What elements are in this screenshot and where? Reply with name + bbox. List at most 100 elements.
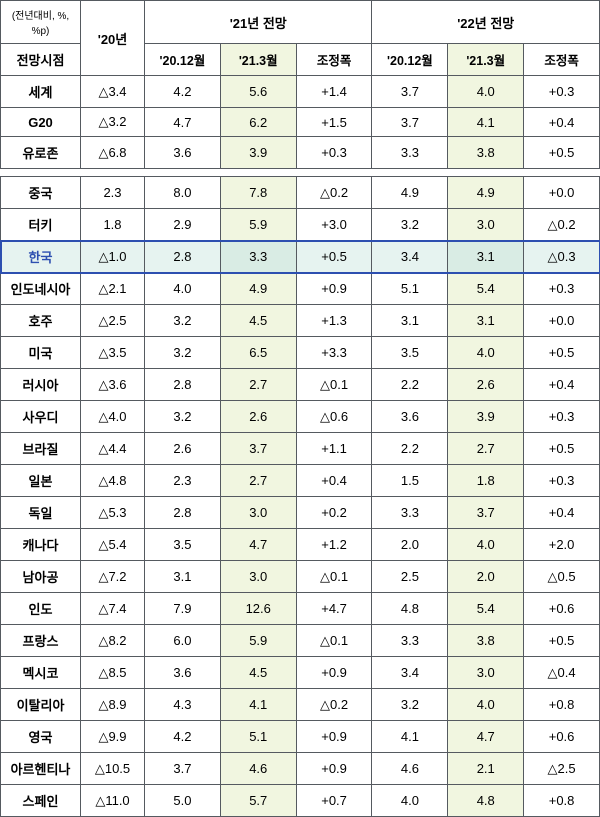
cell-21-dec: 4.2 — [145, 76, 221, 108]
cell-21-mar: 4.7 — [220, 529, 296, 561]
cell-22-adj: △0.4 — [524, 657, 600, 689]
cell-21-dec: 7.9 — [145, 593, 221, 625]
cell-21-dec: 2.8 — [145, 369, 221, 401]
cell-y20: △8.9 — [81, 689, 145, 721]
cell-22-mar: 2.1 — [448, 753, 524, 785]
table-row: 남아공△7.23.13.0△0.12.52.0△0.5 — [1, 561, 600, 593]
cell-22-mar: 4.0 — [448, 529, 524, 561]
cell-21-mar: 2.6 — [220, 401, 296, 433]
cell-22-dec: 3.7 — [372, 76, 448, 108]
cell-21-mar: 5.7 — [220, 785, 296, 817]
cell-22-adj: +0.3 — [524, 76, 600, 108]
table-row: 한국△1.02.83.3+0.53.43.1△0.3 — [1, 241, 600, 273]
cell-y20: △4.4 — [81, 433, 145, 465]
cell-22-adj: +0.6 — [524, 593, 600, 625]
cell-y20: △10.5 — [81, 753, 145, 785]
row-label: 영국 — [1, 721, 81, 753]
table-row: 브라질△4.42.63.7+1.12.22.7+0.5 — [1, 433, 600, 465]
cell-y20: △11.0 — [81, 785, 145, 817]
cell-22-dec: 3.2 — [372, 689, 448, 721]
cell-22-dec: 4.0 — [372, 785, 448, 817]
cell-21-adj: +0.7 — [296, 785, 372, 817]
cell-21-adj: +1.5 — [296, 108, 372, 137]
spacer-cell — [1, 169, 600, 177]
cell-y20: △2.5 — [81, 305, 145, 337]
cell-22-mar: 2.6 — [448, 369, 524, 401]
cell-21-mar: 3.3 — [220, 241, 296, 273]
cell-22-dec: 5.1 — [372, 273, 448, 305]
cell-21-mar: 5.1 — [220, 721, 296, 753]
row-label: 멕시코 — [1, 657, 81, 689]
cell-21-adj: △0.6 — [296, 401, 372, 433]
table-row: 일본△4.82.32.7+0.41.51.8+0.3 — [1, 465, 600, 497]
cell-22-dec: 4.8 — [372, 593, 448, 625]
cell-y20: △5.4 — [81, 529, 145, 561]
cell-y20: △3.4 — [81, 76, 145, 108]
row-label: 아르헨티나 — [1, 753, 81, 785]
cell-21-dec: 8.0 — [145, 177, 221, 209]
cell-21-adj: +0.4 — [296, 465, 372, 497]
cell-22-adj: +0.6 — [524, 721, 600, 753]
cell-22-dec: 3.4 — [372, 241, 448, 273]
cell-22-mar: 4.7 — [448, 721, 524, 753]
cell-21-adj: +0.2 — [296, 497, 372, 529]
cell-21-adj: △0.1 — [296, 561, 372, 593]
table-row: 인도네시아△2.14.04.9+0.95.15.4+0.3 — [1, 273, 600, 305]
cell-22-dec: 3.1 — [372, 305, 448, 337]
cell-21-dec: 3.2 — [145, 337, 221, 369]
cell-22-dec: 4.9 — [372, 177, 448, 209]
sub-mar21-b: '21.3월 — [448, 44, 524, 76]
row-label: 유로존 — [1, 137, 81, 169]
cell-21-mar: 6.2 — [220, 108, 296, 137]
cell-21-adj: +0.9 — [296, 753, 372, 785]
cell-21-dec: 4.2 — [145, 721, 221, 753]
table-row: 영국△9.94.25.1+0.94.14.7+0.6 — [1, 721, 600, 753]
cell-21-adj: △0.1 — [296, 625, 372, 657]
cell-22-adj: △2.5 — [524, 753, 600, 785]
cell-21-mar: 6.5 — [220, 337, 296, 369]
cell-22-adj: +0.8 — [524, 689, 600, 721]
table-row: 아르헨티나△10.53.74.6+0.94.62.1△2.5 — [1, 753, 600, 785]
cell-y20: △2.1 — [81, 273, 145, 305]
cell-22-adj: +0.5 — [524, 625, 600, 657]
col-group-21: '21년 전망 — [145, 1, 372, 44]
row-label: 러시아 — [1, 369, 81, 401]
cell-22-dec: 3.3 — [372, 625, 448, 657]
cell-21-dec: 2.6 — [145, 433, 221, 465]
col-group-22: '22년 전망 — [372, 1, 600, 44]
cell-21-adj: △0.1 — [296, 369, 372, 401]
cell-22-adj: +0.5 — [524, 337, 600, 369]
table-row: 러시아△3.62.82.7△0.12.22.6+0.4 — [1, 369, 600, 401]
cell-21-mar: 12.6 — [220, 593, 296, 625]
table-row: 유로존△6.83.63.9+0.33.33.8+0.5 — [1, 137, 600, 169]
cell-21-adj: +0.9 — [296, 657, 372, 689]
cell-21-dec: 2.8 — [145, 497, 221, 529]
cell-y20: 1.8 — [81, 209, 145, 241]
cell-21-mar: 3.0 — [220, 561, 296, 593]
row-label: 한국 — [1, 241, 81, 273]
cell-22-mar: 4.0 — [448, 76, 524, 108]
cell-21-adj: +0.9 — [296, 273, 372, 305]
cell-21-dec: 5.0 — [145, 785, 221, 817]
row-label: 미국 — [1, 337, 81, 369]
cell-22-mar: 3.7 — [448, 497, 524, 529]
row-label: 인도네시아 — [1, 273, 81, 305]
table-header: (전년대비, %, %p) '20년 '21년 전망 '22년 전망 전망시점 … — [1, 1, 600, 76]
sub-adj-b: 조정폭 — [524, 44, 600, 76]
cell-22-dec: 2.5 — [372, 561, 448, 593]
cell-21-mar: 3.7 — [220, 433, 296, 465]
cell-y20: △4.0 — [81, 401, 145, 433]
cell-22-mar: 3.1 — [448, 305, 524, 337]
cell-21-dec: 4.0 — [145, 273, 221, 305]
row-label: 인도 — [1, 593, 81, 625]
table-row: 호주△2.53.24.5+1.33.13.1+0.0 — [1, 305, 600, 337]
cell-22-mar: 5.4 — [448, 273, 524, 305]
cell-22-mar: 1.8 — [448, 465, 524, 497]
sub-dec20-a: '20.12월 — [145, 44, 221, 76]
cell-21-mar: 4.5 — [220, 305, 296, 337]
cell-22-adj: +0.0 — [524, 177, 600, 209]
cell-22-dec: 3.2 — [372, 209, 448, 241]
cell-21-dec: 3.2 — [145, 305, 221, 337]
row-label: 세계 — [1, 76, 81, 108]
cell-22-mar: 2.7 — [448, 433, 524, 465]
